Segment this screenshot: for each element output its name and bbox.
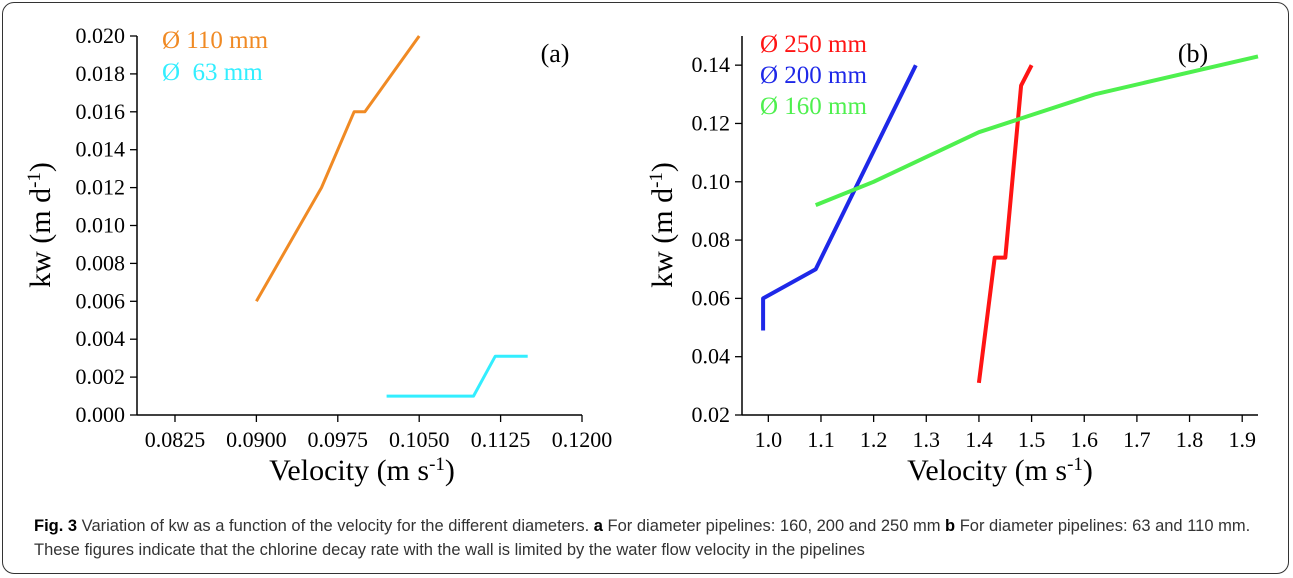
y-tick-label: 0.08 — [692, 227, 731, 252]
x-tick-label: 0.0900 — [226, 427, 287, 452]
series-line-2 — [386, 354, 528, 398]
y-tick-label: 0.002 — [76, 364, 126, 389]
series-line-1 — [976, 64, 1034, 384]
x-tick-label: 1.6 — [1070, 427, 1098, 452]
x-tick-label: 0.1125 — [471, 427, 531, 452]
x-tick-label: 1.7 — [1123, 427, 1151, 452]
y-axis-label: kw (m d-1) — [646, 162, 680, 288]
caption-label-a: a — [593, 517, 603, 535]
caption-text-b: For diameter pipelines: 63 and 110 mm. T… — [34, 517, 1251, 559]
figure-charts: 0.000 0.002 0.004 0.006 0.008 0.010 0.012 0.014… — [24, 23, 1259, 487]
x-tick-label: 0.1050 — [389, 427, 450, 452]
caption-intro: Variation of kw as a function of the vel… — [77, 517, 594, 535]
series-line-3 — [814, 54, 1259, 207]
series-line-1 — [255, 35, 421, 303]
legend-entry-1: Ø 110 mm — [162, 27, 269, 54]
x-tick-label: 1.1 — [807, 427, 835, 452]
x-tick-label: 0.0975 — [308, 427, 369, 452]
y-tick-label: 0.018 — [76, 61, 126, 86]
x-tick-label: 1.8 — [1176, 427, 1204, 452]
y-tick-label: 0.012 — [76, 175, 126, 200]
y-tick-label: 0.020 — [76, 23, 126, 48]
caption-figure-label: Fig. 3 — [34, 517, 78, 535]
y-tick-label: 0.000 — [76, 402, 126, 427]
y-tick-label: 0.014 — [76, 137, 126, 162]
legend-entry-1: Ø 250 mm — [760, 31, 868, 58]
y-tick-label: 0.008 — [76, 250, 126, 275]
y-tick-label: 0.004 — [76, 326, 126, 351]
x-tick-label: 0.0825 — [145, 427, 206, 452]
y-tick-label: 0.06 — [692, 285, 731, 310]
chart-panel-b: 0.02 0.04 0.06 0.08 0.10 0.12 0.14 1.0 1.1 1.2 1.3… — [646, 31, 1259, 487]
legend-entry-2: Ø 200 mm — [760, 62, 868, 89]
y-tick-label: 0.016 — [76, 99, 126, 124]
legend-entry-2: Ø 63 mm — [162, 59, 263, 86]
x-axis-label: Velocity (m s-1) — [269, 454, 455, 488]
y-tick-label: 0.04 — [692, 344, 731, 369]
x-tick-label: 1.3 — [913, 427, 941, 452]
y-tick-label: 0.02 — [692, 402, 731, 427]
legend-entry-3: Ø 160 mm — [760, 93, 868, 120]
y-tick-label: 0.14 — [692, 52, 731, 77]
x-tick-label: 1.5 — [1018, 427, 1046, 452]
caption-label-b: b — [945, 517, 956, 535]
x-tick-label: 0.1200 — [552, 427, 613, 452]
chart-panel-a: 0.000 0.002 0.004 0.006 0.008 0.010 0.012 0.014… — [24, 23, 613, 487]
x-tick-label: 1.9 — [1228, 427, 1256, 452]
x-axis-label: Velocity (m s-1) — [907, 454, 1093, 488]
caption-text-a: For diameter pipelines: 160, 200 and 250… — [602, 517, 946, 535]
series-line-2 — [761, 64, 918, 331]
panel-label: (a) — [541, 39, 570, 68]
y-tick-label: 0.010 — [76, 213, 126, 238]
x-tick-label: 1.0 — [755, 427, 783, 452]
x-tick-label: 1.2 — [860, 427, 888, 452]
x-tick-label: 1.4 — [965, 427, 993, 452]
y-tick-label: 0.12 — [692, 110, 731, 135]
y-axis-label: kw (m d-1) — [24, 162, 58, 288]
y-tick-label: 0.006 — [76, 288, 126, 313]
panel-label: (b) — [1178, 39, 1208, 68]
figure-caption: Fig. 3 Variation of kw as a function of … — [34, 514, 1264, 562]
y-tick-label: 0.10 — [692, 169, 731, 194]
